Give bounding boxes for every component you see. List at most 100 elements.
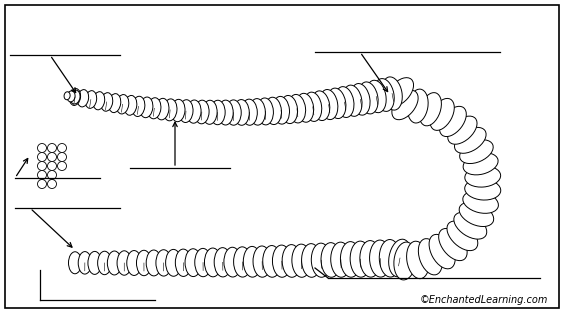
Ellipse shape xyxy=(85,91,97,108)
Ellipse shape xyxy=(70,90,80,104)
Ellipse shape xyxy=(166,249,181,276)
Ellipse shape xyxy=(58,143,67,153)
Ellipse shape xyxy=(107,251,121,275)
Ellipse shape xyxy=(214,248,231,277)
Ellipse shape xyxy=(194,100,209,124)
Ellipse shape xyxy=(386,78,414,106)
Ellipse shape xyxy=(440,106,466,137)
Ellipse shape xyxy=(64,92,70,100)
Ellipse shape xyxy=(392,90,418,120)
Ellipse shape xyxy=(304,92,321,122)
Ellipse shape xyxy=(296,93,314,122)
Ellipse shape xyxy=(124,95,137,115)
Ellipse shape xyxy=(244,246,261,277)
Ellipse shape xyxy=(137,250,151,276)
Ellipse shape xyxy=(37,161,46,171)
Ellipse shape xyxy=(226,100,241,125)
Ellipse shape xyxy=(454,212,487,239)
Ellipse shape xyxy=(447,221,478,251)
Ellipse shape xyxy=(47,180,56,188)
Ellipse shape xyxy=(447,116,477,144)
Ellipse shape xyxy=(350,241,371,277)
Ellipse shape xyxy=(175,249,192,276)
Ellipse shape xyxy=(265,97,281,125)
Ellipse shape xyxy=(163,99,177,121)
Ellipse shape xyxy=(335,87,354,117)
Ellipse shape xyxy=(37,180,46,188)
Ellipse shape xyxy=(249,99,266,125)
Ellipse shape xyxy=(430,98,454,130)
Ellipse shape xyxy=(407,241,429,279)
Ellipse shape xyxy=(224,247,241,277)
Ellipse shape xyxy=(210,100,225,125)
Ellipse shape xyxy=(77,89,89,107)
Ellipse shape xyxy=(116,95,129,114)
Ellipse shape xyxy=(379,240,401,277)
Ellipse shape xyxy=(179,100,193,122)
Ellipse shape xyxy=(438,229,467,261)
Ellipse shape xyxy=(382,77,402,110)
Ellipse shape xyxy=(288,95,306,123)
Ellipse shape xyxy=(156,250,171,276)
Ellipse shape xyxy=(312,91,330,121)
Ellipse shape xyxy=(68,252,81,274)
Ellipse shape xyxy=(140,97,153,118)
Ellipse shape xyxy=(47,161,56,171)
Ellipse shape xyxy=(327,88,346,119)
Ellipse shape xyxy=(185,249,201,277)
Ellipse shape xyxy=(101,93,113,111)
Ellipse shape xyxy=(302,244,321,277)
Ellipse shape xyxy=(460,140,493,164)
Ellipse shape xyxy=(67,91,75,102)
Ellipse shape xyxy=(454,127,486,153)
Ellipse shape xyxy=(463,191,498,213)
Ellipse shape xyxy=(370,240,391,277)
Ellipse shape xyxy=(253,246,271,277)
Ellipse shape xyxy=(419,93,441,126)
Ellipse shape xyxy=(272,245,291,277)
Ellipse shape xyxy=(202,100,217,124)
Ellipse shape xyxy=(78,252,92,274)
Ellipse shape xyxy=(273,96,289,124)
Ellipse shape xyxy=(37,143,46,153)
Ellipse shape xyxy=(58,153,67,161)
Ellipse shape xyxy=(282,245,301,277)
Ellipse shape xyxy=(407,89,428,123)
Ellipse shape xyxy=(98,251,111,275)
Ellipse shape xyxy=(117,251,132,275)
Ellipse shape xyxy=(280,95,298,124)
Ellipse shape xyxy=(69,89,81,106)
Ellipse shape xyxy=(147,98,161,119)
Ellipse shape xyxy=(343,85,362,116)
Ellipse shape xyxy=(195,248,211,277)
Ellipse shape xyxy=(218,100,233,125)
Ellipse shape xyxy=(146,250,162,276)
Ellipse shape xyxy=(234,100,249,125)
Ellipse shape xyxy=(389,239,411,277)
Ellipse shape xyxy=(429,234,455,269)
Ellipse shape xyxy=(58,161,67,171)
Ellipse shape xyxy=(155,98,169,120)
Ellipse shape xyxy=(465,166,501,187)
Ellipse shape xyxy=(93,92,105,110)
Ellipse shape xyxy=(47,171,56,180)
Ellipse shape xyxy=(459,202,494,226)
Ellipse shape xyxy=(233,247,251,277)
Ellipse shape xyxy=(394,242,416,280)
Ellipse shape xyxy=(463,153,498,175)
Ellipse shape xyxy=(47,143,56,153)
Ellipse shape xyxy=(132,96,145,116)
Ellipse shape xyxy=(241,99,257,125)
Ellipse shape xyxy=(465,179,501,200)
Ellipse shape xyxy=(47,153,56,161)
Text: ©EnchantedLearning.com: ©EnchantedLearning.com xyxy=(420,295,548,305)
Ellipse shape xyxy=(374,78,394,111)
Ellipse shape xyxy=(331,242,351,277)
Ellipse shape xyxy=(127,251,141,275)
Ellipse shape xyxy=(351,84,370,115)
Ellipse shape xyxy=(292,244,311,277)
Ellipse shape xyxy=(263,246,281,277)
Ellipse shape xyxy=(37,153,46,161)
Ellipse shape xyxy=(88,252,102,274)
Ellipse shape xyxy=(311,243,331,277)
